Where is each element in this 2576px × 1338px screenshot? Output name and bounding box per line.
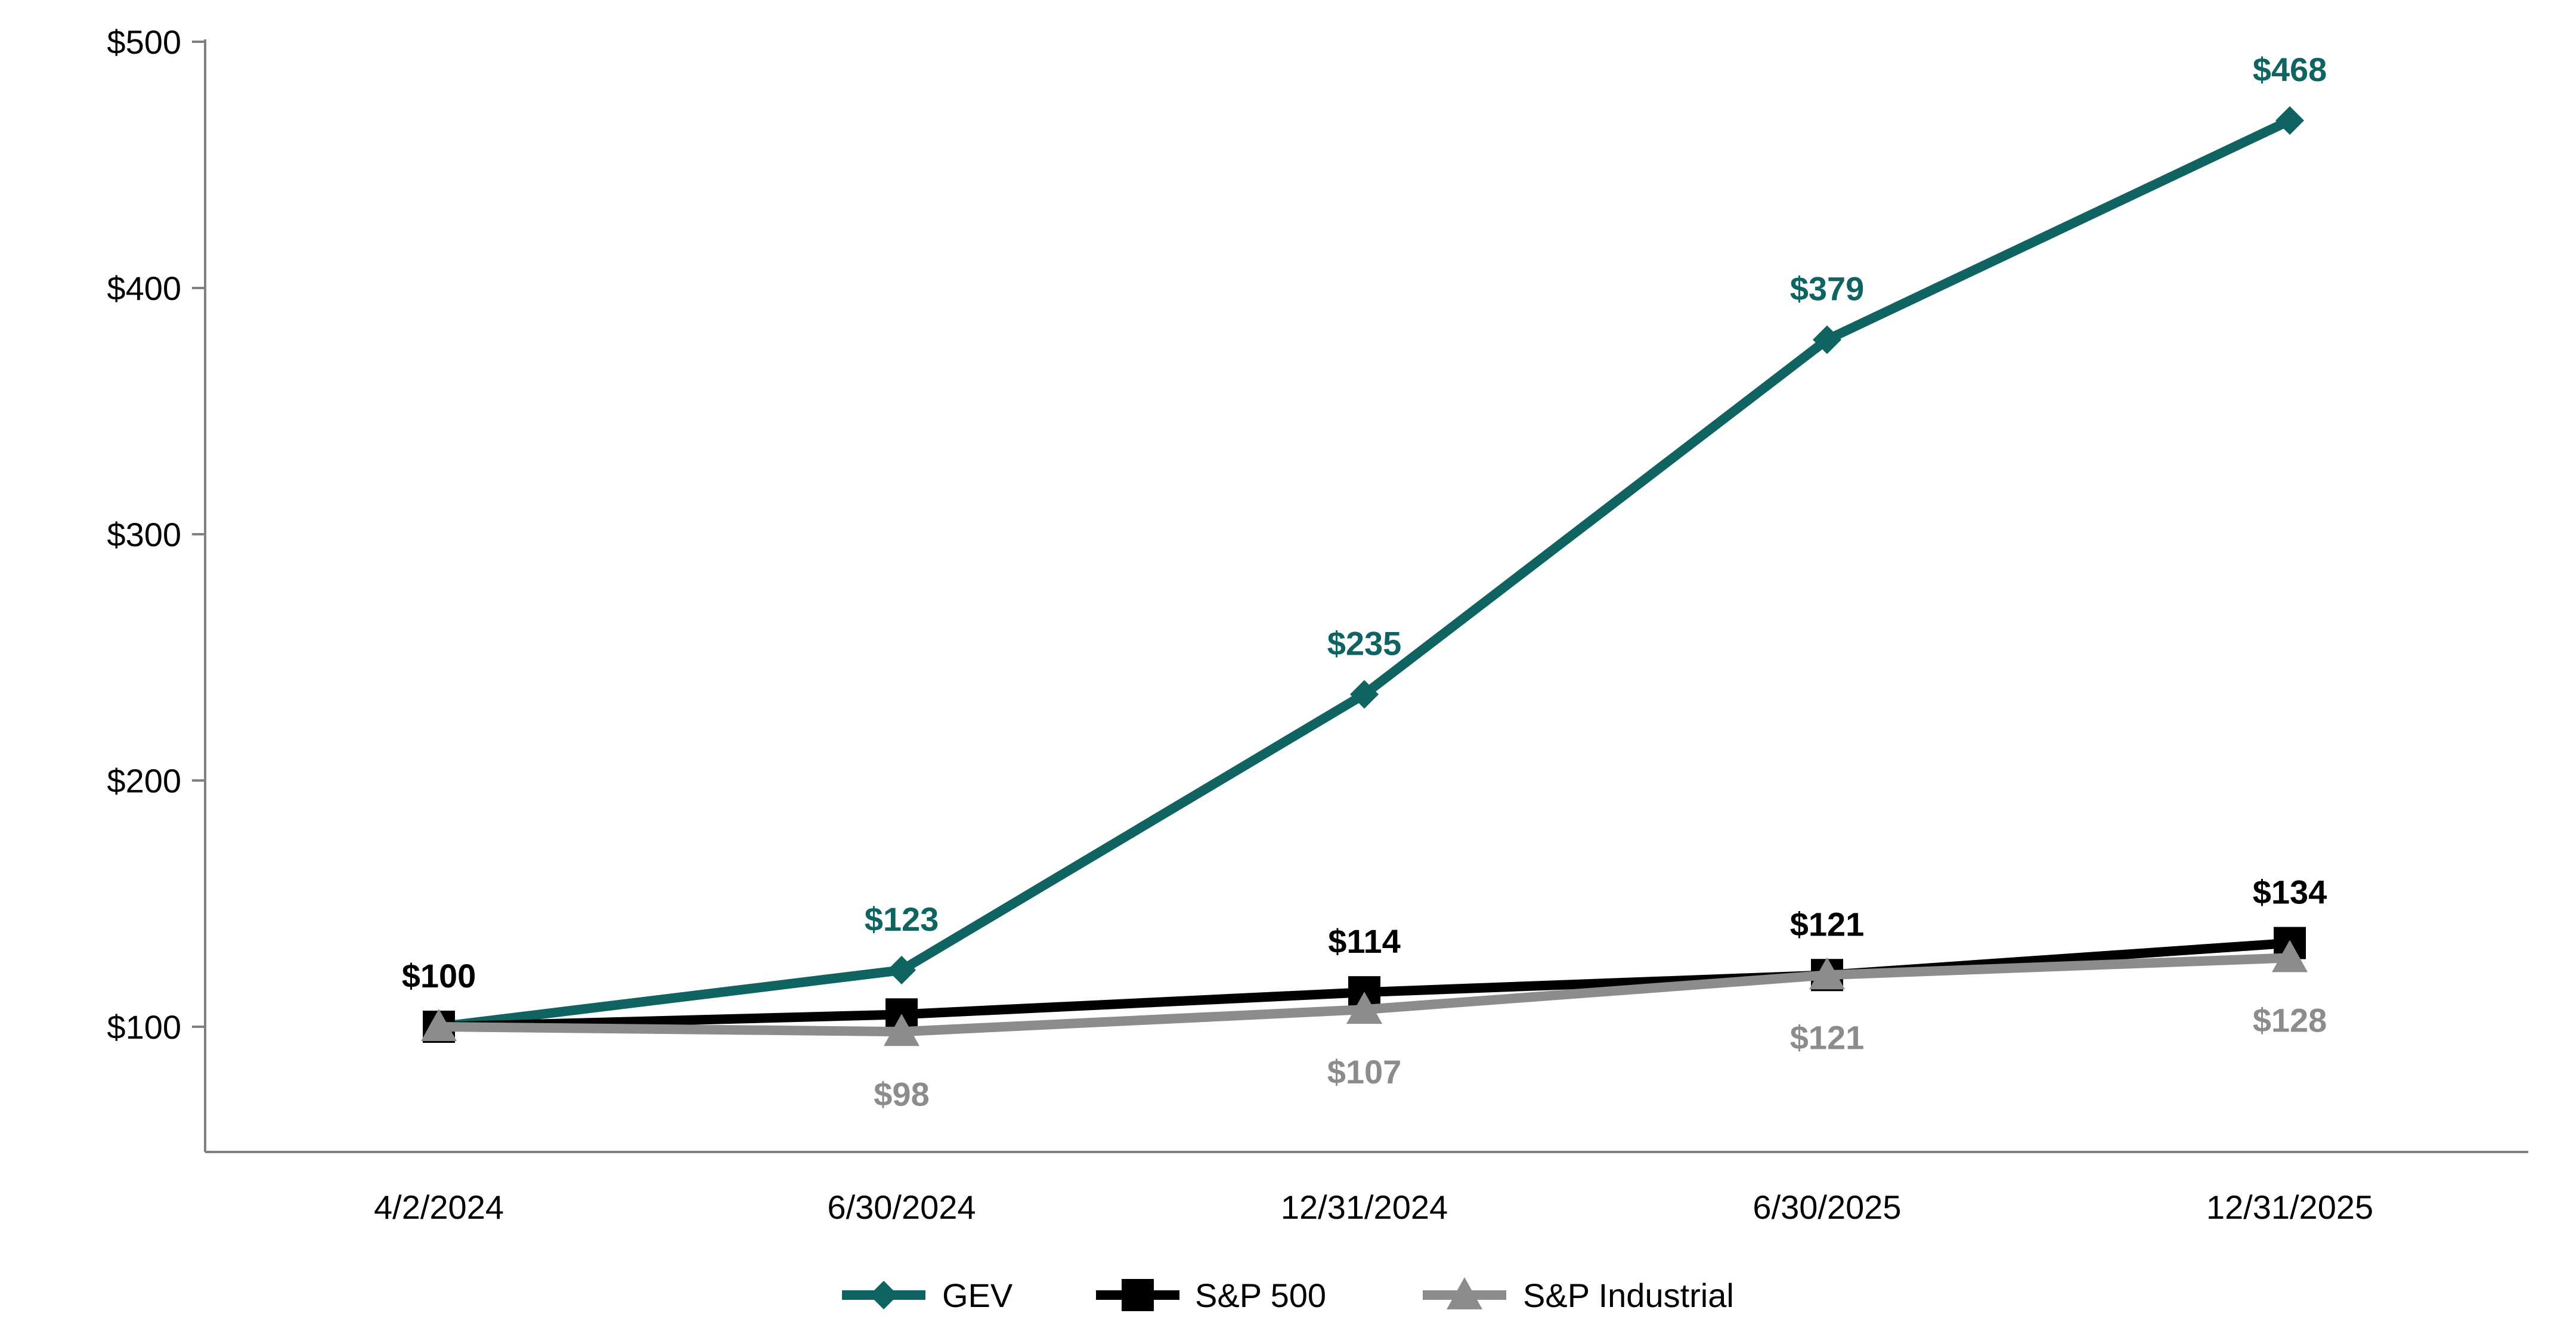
- data-label-s-p-500: $114: [1328, 922, 1401, 960]
- y-tick-label: $300: [107, 516, 181, 553]
- axes: [204, 39, 2528, 1153]
- legend-marker-s-p-industrial: [1447, 1277, 1482, 1309]
- data-labels: $123 $235 $379 $468 $100 $114 $121 $134 $98 $107 $…: [402, 51, 2327, 1113]
- x-tick-label: 4/2/2024: [374, 1188, 504, 1226]
- data-label-s-p-500: $121: [1790, 905, 1865, 943]
- legend-label-gev: GEV: [942, 1277, 1013, 1314]
- data-label-s-p-500: $100: [402, 957, 476, 995]
- y-tick-label: $500: [107, 23, 181, 61]
- legend: GEV S&P 500 S&P Industrial: [842, 1277, 1734, 1314]
- data-label-gev: $123: [865, 900, 939, 938]
- y-axis-ticks: $100 $200 $300 $400 $500: [107, 23, 205, 1046]
- legend-label-s-p-500: S&P 500: [1195, 1277, 1326, 1314]
- data-label-s-p-500: $134: [2253, 874, 2327, 911]
- y-tick-label: $400: [107, 270, 181, 307]
- x-tick-label: 12/31/2025: [2206, 1188, 2373, 1226]
- point-s-p-industrial: [421, 1009, 457, 1041]
- data-label-s-p-industrial: $98: [874, 1075, 929, 1113]
- x-tick-label: 12/31/2024: [1281, 1188, 1448, 1226]
- point-gev: [1813, 325, 1841, 354]
- point-gev: [1350, 680, 1379, 709]
- y-tick-label: $100: [107, 1008, 181, 1046]
- point-s-p-industrial: [884, 1014, 919, 1046]
- series-line-gev: [438, 116, 2292, 1032]
- x-tick-label: 6/30/2025: [1753, 1188, 1901, 1226]
- data-label-gev: $468: [2253, 51, 2327, 88]
- data-label-s-p-industrial: $121: [1790, 1018, 1865, 1056]
- data-label-gev: $235: [1327, 624, 1402, 662]
- series-group: [421, 106, 2308, 1046]
- legend-marker-gev: [869, 1281, 898, 1309]
- data-label-s-p-industrial: $107: [1327, 1053, 1402, 1091]
- point-s-p-industrial: [2272, 940, 2308, 972]
- data-label-s-p-industrial: $128: [2253, 1001, 2327, 1039]
- point-gev: [2275, 106, 2304, 135]
- data-label-gev: $379: [1790, 270, 1865, 308]
- point-s-p-industrial: [1346, 992, 1382, 1024]
- legend-marker-s-p-500: [1122, 1279, 1154, 1311]
- x-axis-ticks: 4/2/2024 6/30/2024 12/31/2024 6/30/2025 12/3…: [374, 1188, 2373, 1226]
- point-s-p-industrial: [1809, 957, 1845, 990]
- y-tick-label: $200: [107, 762, 181, 800]
- x-tick-label: 6/30/2024: [827, 1188, 976, 1226]
- point-gev: [887, 956, 916, 985]
- legend-label-s-p-industrial: S&P Industrial: [1523, 1277, 1734, 1314]
